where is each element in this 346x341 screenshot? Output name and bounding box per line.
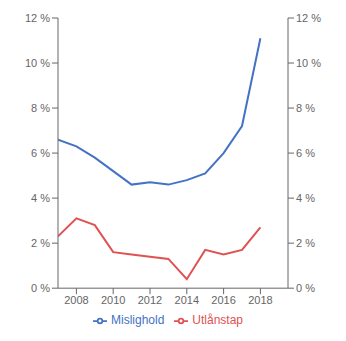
svg-text:2014: 2014 [175, 294, 199, 306]
svg-text:2012: 2012 [138, 294, 162, 306]
svg-text:2018: 2018 [248, 294, 272, 306]
svg-text:10 %: 10 % [296, 57, 321, 69]
svg-text:12 %: 12 % [296, 12, 321, 24]
svg-text:0 %: 0 % [296, 282, 315, 294]
html-text:Utlånstap: Utlånstap [192, 313, 243, 328]
html-text:Mislighold: Mislighold [111, 313, 165, 328]
svg-text:2010: 2010 [101, 294, 125, 306]
svg-text:0 %: 0 % [31, 282, 50, 294]
svg-text:8 %: 8 % [296, 102, 315, 114]
svg-text:10 %: 10 % [25, 57, 50, 69]
svg-text:6 %: 6 % [31, 147, 50, 159]
svg-text:8 %: 8 % [31, 102, 50, 114]
svg-text:4 %: 4 % [296, 192, 315, 204]
svg-text:2 %: 2 % [296, 237, 315, 249]
svg-text:2008: 2008 [64, 294, 88, 306]
svg-text:4 %: 4 % [31, 192, 50, 204]
svg-text:6 %: 6 % [296, 147, 315, 159]
svg-text:2 %: 2 % [31, 237, 50, 249]
svg-text:12 %: 12 % [25, 12, 50, 24]
svg-text:2016: 2016 [211, 294, 235, 306]
